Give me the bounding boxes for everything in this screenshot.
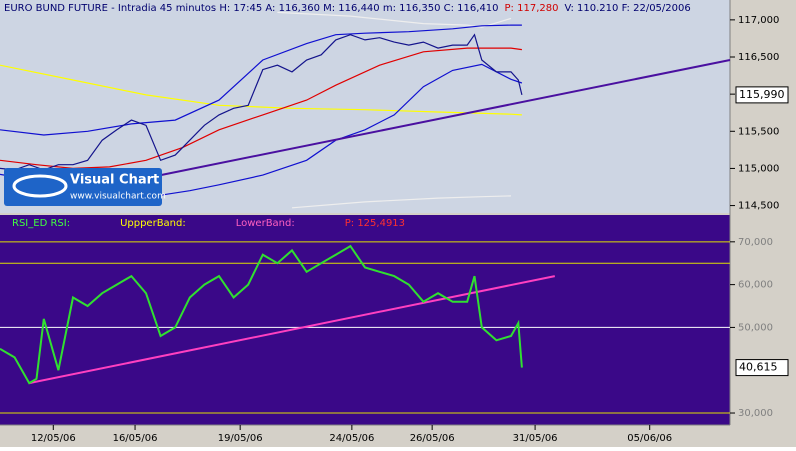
- x-tick-label: 19/05/06: [218, 433, 263, 444]
- y-tick-label: 70,000: [738, 237, 773, 248]
- y-tick-label: 115,500: [738, 126, 779, 137]
- title-part: P: 117,280: [505, 3, 559, 14]
- series-line: [29, 275, 555, 385]
- logo-icon: [12, 174, 68, 198]
- last-value-label: 40,615: [739, 361, 778, 374]
- series-line: [0, 64, 522, 116]
- chart-title: EURO BUND FUTURE - Intradia 45 minutos H…: [4, 3, 691, 14]
- x-tick-label: 12/05/06: [31, 433, 76, 444]
- legend: RSI_ED RSI: UppperBand: LowerBand: P: 125,4…: [12, 218, 405, 229]
- logo-title: Visual Chart: [70, 173, 159, 188]
- title-part: EURO BUND FUTURE - Intradia 45 minutos H…: [4, 3, 499, 14]
- x-tick-label: 05/06/06: [627, 433, 672, 444]
- x-tick-label: 16/05/06: [113, 433, 158, 444]
- last-value-label: 115,990: [739, 88, 785, 101]
- series-line: [160, 59, 731, 177]
- legend-item: RSI_ED RSI:: [12, 218, 70, 229]
- y-tick-label: 50,000: [738, 322, 773, 333]
- series-line: [0, 244, 523, 385]
- title-part: V: 110.210 F: 22/05/2006: [564, 3, 690, 14]
- legend-item: UppperBand:: [120, 218, 186, 229]
- y-tick-label: 116,500: [738, 52, 779, 63]
- y-tick-label: 60,000: [738, 280, 773, 291]
- x-tick-label: 24/05/06: [329, 433, 374, 444]
- y-tick-label: 117,000: [738, 15, 779, 26]
- legend-item: LowerBand:: [236, 218, 295, 229]
- logo-url: www.visualchart.com: [70, 192, 166, 202]
- series-line: [0, 24, 522, 136]
- last-value-box: [735, 359, 789, 377]
- series-line: [0, 33, 523, 171]
- logo: Visual Chart www.visualchart.com: [4, 168, 166, 206]
- rsi-panel: [0, 215, 730, 425]
- x-tick-label: 31/05/06: [513, 433, 558, 444]
- last-value-box: [735, 86, 789, 104]
- series-line: [0, 47, 522, 170]
- legend-item: P: 125,4913: [345, 218, 405, 229]
- series-line: [291, 195, 512, 209]
- y-tick-label: 30,000: [738, 408, 773, 419]
- y-tick-label: 115,000: [738, 163, 779, 174]
- x-tick-label: 26/05/06: [410, 433, 455, 444]
- y-tick-label: 114,500: [738, 201, 779, 212]
